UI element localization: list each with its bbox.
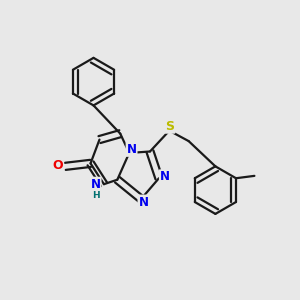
Text: S: S [165,120,174,133]
Text: O: O [52,159,63,172]
Text: N: N [91,178,100,191]
Text: N: N [139,196,148,208]
Text: N: N [160,170,170,183]
Text: H: H [92,191,99,200]
Text: N: N [127,143,136,156]
